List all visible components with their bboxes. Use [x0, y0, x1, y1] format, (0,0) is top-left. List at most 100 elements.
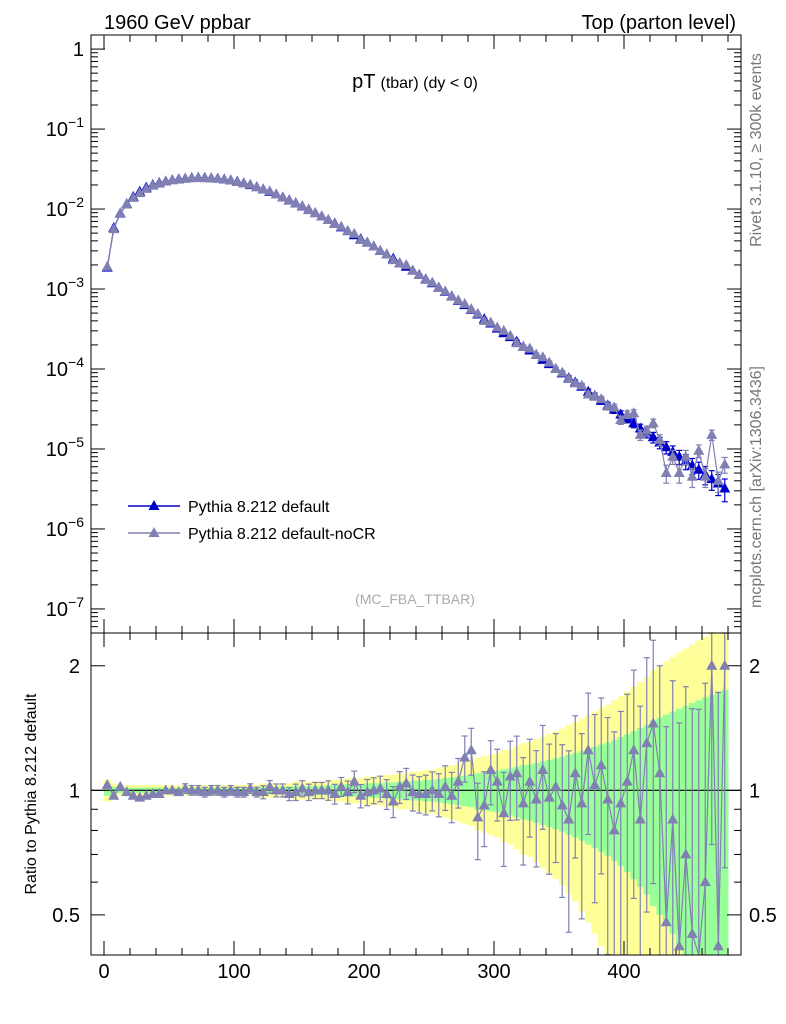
ratio-ytick-label: 1 — [69, 780, 80, 802]
data-point — [576, 379, 588, 390]
ratio-point — [212, 784, 224, 795]
data-point — [277, 191, 289, 202]
y-tick-label: 10−2 — [46, 194, 84, 221]
data-point — [478, 314, 490, 325]
data-point — [134, 187, 146, 198]
y-tick-exponent: −4 — [68, 354, 84, 370]
data-point — [257, 183, 269, 194]
ratio-point — [153, 787, 165, 798]
ratio-ytick-label-right: 2 — [749, 656, 760, 678]
data-point — [699, 470, 711, 481]
ratio-point — [394, 780, 406, 791]
ratio-point — [478, 799, 490, 810]
data-point — [218, 173, 230, 184]
watermark-label: (MC_FBA_TTBAR) — [355, 591, 475, 607]
title-sub: (tbar) (dy < 0) — [380, 75, 477, 92]
rivet-label: Rivet 3.1.10, ≥ 300k events — [748, 53, 765, 247]
y-tick-label: 10−5 — [46, 434, 84, 461]
y-tick-label: 10−6 — [46, 514, 84, 541]
data-point — [686, 470, 698, 481]
ratio-point — [374, 782, 386, 793]
ratio-point — [602, 793, 614, 804]
ratio-point — [472, 811, 484, 822]
data-point — [121, 198, 133, 209]
y-tick-base: 10 — [46, 599, 68, 621]
ratio-point — [706, 659, 718, 670]
data-point — [602, 400, 614, 411]
data-point — [530, 348, 542, 359]
ratio-point — [504, 770, 516, 781]
data-point — [244, 178, 256, 189]
data-point — [628, 417, 640, 428]
data-point — [719, 458, 731, 469]
data-point — [140, 182, 152, 193]
ratio-point — [407, 786, 419, 797]
data-point — [309, 207, 321, 218]
ratio-point — [667, 813, 679, 824]
legend-label-nocr: Pythia 8.212 default-noCR — [188, 526, 376, 543]
ratio-point — [114, 780, 126, 791]
ratio-point — [615, 797, 627, 808]
legend-item-nocr: Pythia 8.212 default-noCR — [128, 526, 376, 543]
y-tick-base: 10 — [46, 279, 68, 301]
ratio-ytick-label-right: 0.5 — [749, 905, 777, 927]
data-point — [693, 463, 705, 474]
ratio-point — [582, 744, 594, 755]
series-line — [106, 177, 726, 484]
ratio-point — [654, 767, 666, 778]
ratio-point — [439, 780, 451, 791]
ratio-ytick-label-right: 1 — [749, 780, 760, 802]
ratio-point — [277, 784, 289, 795]
data-point — [706, 428, 718, 439]
ratio-point — [335, 780, 347, 791]
data-point — [589, 390, 601, 401]
legend-label-default: Pythia 8.212 default — [188, 499, 330, 516]
data-point — [673, 467, 685, 478]
data-point — [511, 337, 523, 348]
ratio-point — [264, 780, 276, 791]
data-point — [712, 474, 724, 485]
ratio-point — [712, 940, 724, 951]
data-point — [212, 172, 224, 183]
ratio-point — [628, 744, 640, 755]
data-point — [615, 414, 627, 425]
data-point — [225, 174, 237, 185]
data-point — [342, 225, 354, 236]
ratio-ylabel: Ratio to Pythia 8.212 default — [23, 693, 40, 895]
data-point — [355, 234, 367, 245]
y-tick-exponent: −7 — [68, 594, 84, 610]
data-point — [550, 362, 562, 373]
legend-item-default: Pythia 8.212 default — [128, 499, 330, 516]
ratio-band-green — [461, 775, 469, 807]
ratio-ytick-label: 2 — [69, 656, 80, 678]
ratio-point — [543, 791, 555, 802]
ratio-point — [322, 784, 334, 795]
data-point — [595, 393, 607, 404]
ratio-point — [517, 797, 529, 808]
y-tick-label: 10−7 — [46, 594, 84, 621]
ratio-point — [686, 927, 698, 938]
ratio-point — [179, 782, 191, 793]
data-point — [348, 227, 360, 238]
x-tick-label: 200 — [347, 961, 380, 983]
data-point — [420, 273, 432, 284]
ratio-point — [680, 848, 692, 859]
main-series-layer — [101, 171, 731, 503]
data-point — [472, 307, 484, 318]
y-tick-base: 10 — [46, 359, 68, 381]
ratio-band-green — [468, 774, 475, 808]
ratio-point — [257, 786, 269, 797]
data-point — [667, 450, 679, 461]
data-point — [439, 285, 451, 296]
y-tick-base: 10 — [46, 519, 68, 541]
data-point — [582, 388, 594, 399]
data-point — [329, 218, 341, 229]
ratio-point — [608, 824, 620, 835]
ratio-point — [459, 751, 471, 762]
data-point — [654, 433, 666, 444]
ratio-point — [660, 916, 672, 927]
y-tick-label: 10−1 — [46, 114, 84, 141]
ratio-point — [166, 784, 178, 795]
ratio-point — [348, 775, 360, 786]
data-point — [660, 441, 672, 452]
